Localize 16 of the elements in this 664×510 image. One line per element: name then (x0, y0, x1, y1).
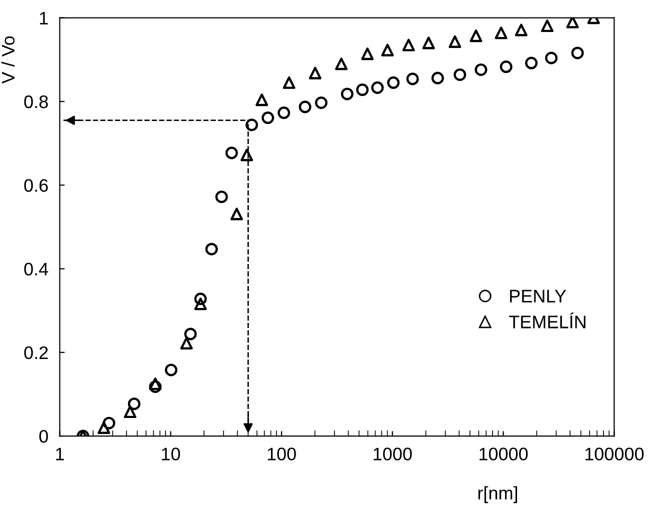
legend-label: PENLY (510, 290, 566, 302)
legend-label: TEMELÍN (509, 312, 586, 328)
x-tick-label: 1 (56, 448, 64, 460)
y-tick-label: 0.2 (24, 346, 48, 360)
y-axis-title: V / Vo (1, 36, 15, 84)
x-tick-label: 100 (268, 448, 296, 460)
y-tick-label: 0.4 (24, 262, 48, 276)
y-tick-label: 1 (40, 12, 48, 24)
x-tick-label: 10 (162, 448, 180, 460)
x-tick-label: 10000 (480, 448, 528, 460)
x-tick-label: 1000 (374, 448, 412, 460)
y-tick-label: 0.8 (24, 95, 48, 108)
x-tick-label: 100000 (585, 448, 644, 460)
x-axis-title: r[nm] (478, 486, 518, 504)
y-tick-label: 0.6 (24, 179, 48, 192)
y-tick-label: 0 (39, 430, 48, 443)
